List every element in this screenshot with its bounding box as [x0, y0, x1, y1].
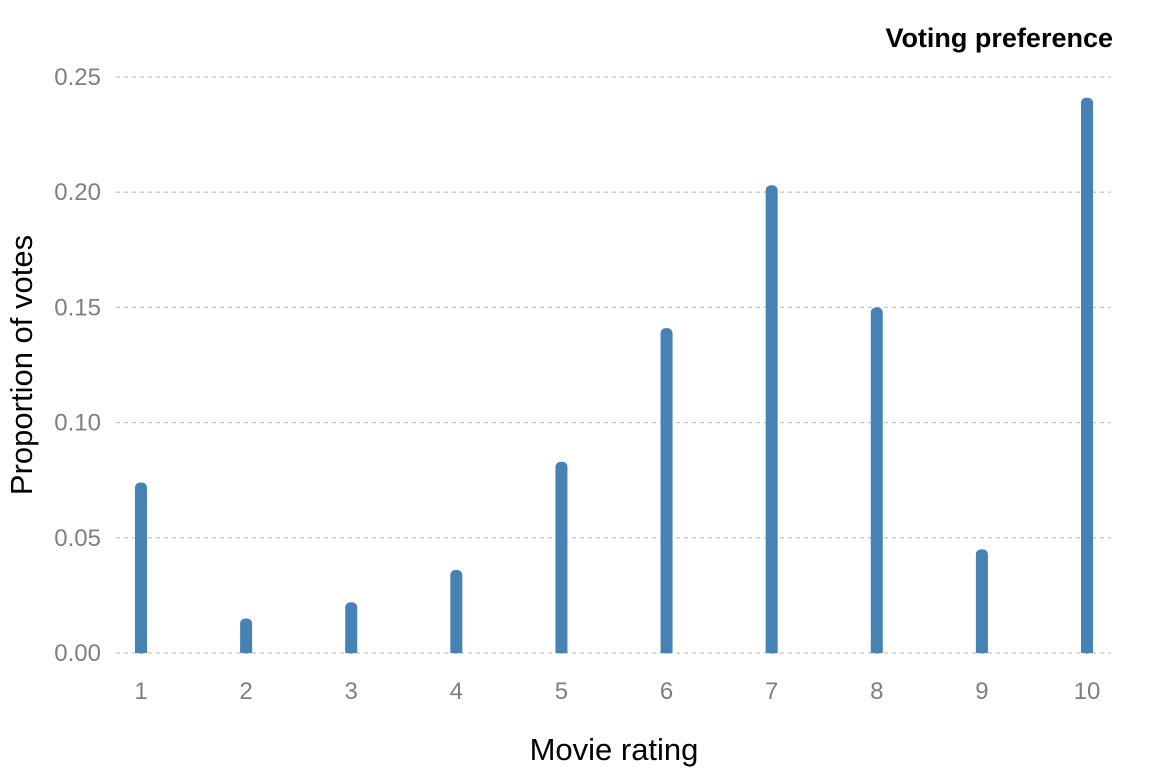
grid-layer	[116, 76, 1111, 654]
x-tick-label: 6	[660, 678, 673, 705]
y-tick-label: 0.20	[54, 179, 101, 206]
bar-rating-6	[660, 328, 673, 654]
y-tick-label: 0.25	[54, 64, 101, 91]
x-tick-label: 4	[450, 678, 463, 705]
y-tick-labels: 0.00 0.05 0.10 0.15 0.20 0.25	[54, 64, 101, 667]
y-tick-label: 0.10	[54, 410, 101, 437]
bar-rating-8-base	[870, 647, 883, 653]
bar-layer	[135, 97, 1093, 654]
x-axis-title: Movie rating	[530, 732, 699, 767]
bar-rating-9	[975, 549, 988, 654]
bar-rating-4	[450, 570, 463, 654]
bar-rating-8	[870, 307, 883, 654]
bar-rating-9-base	[975, 647, 988, 653]
chart-title: Voting preference	[885, 23, 1113, 53]
x-tick-labels: 1 2 3 4 5 6 7 8 9 10	[134, 678, 1100, 705]
y-tick-label: 0.15	[54, 294, 101, 321]
x-tick-label: 9	[975, 678, 988, 705]
bar-rating-3	[345, 602, 358, 654]
bar-rating-3-base	[345, 647, 358, 653]
x-tick-label: 10	[1074, 678, 1101, 705]
y-tick-label: 0.00	[54, 640, 101, 667]
bar-rating-7-base	[765, 647, 778, 653]
bar-rating-2	[240, 618, 253, 654]
bar-rating-5-base	[555, 647, 568, 653]
bar-rating-1	[135, 482, 147, 654]
bar-rating-7	[765, 185, 778, 654]
x-tick-label: 1	[134, 678, 147, 705]
bar-rating-6-base	[660, 647, 673, 653]
bar-rating-5	[555, 461, 568, 654]
x-tick-label: 3	[345, 678, 358, 705]
y-axis-title: Proportion of votes	[4, 235, 39, 495]
bar-rating-4-base	[450, 647, 463, 653]
bar-rating-10-base	[1081, 647, 1093, 653]
x-tick-label: 8	[870, 678, 883, 705]
bar-rating-1-base	[135, 647, 147, 653]
x-tick-label: 7	[765, 678, 778, 705]
x-tick-label: 5	[555, 678, 568, 705]
x-tick-label: 2	[239, 678, 252, 705]
bar-rating-2-base	[240, 647, 253, 653]
bar-rating-10	[1081, 97, 1093, 654]
y-tick-label: 0.05	[54, 525, 101, 552]
